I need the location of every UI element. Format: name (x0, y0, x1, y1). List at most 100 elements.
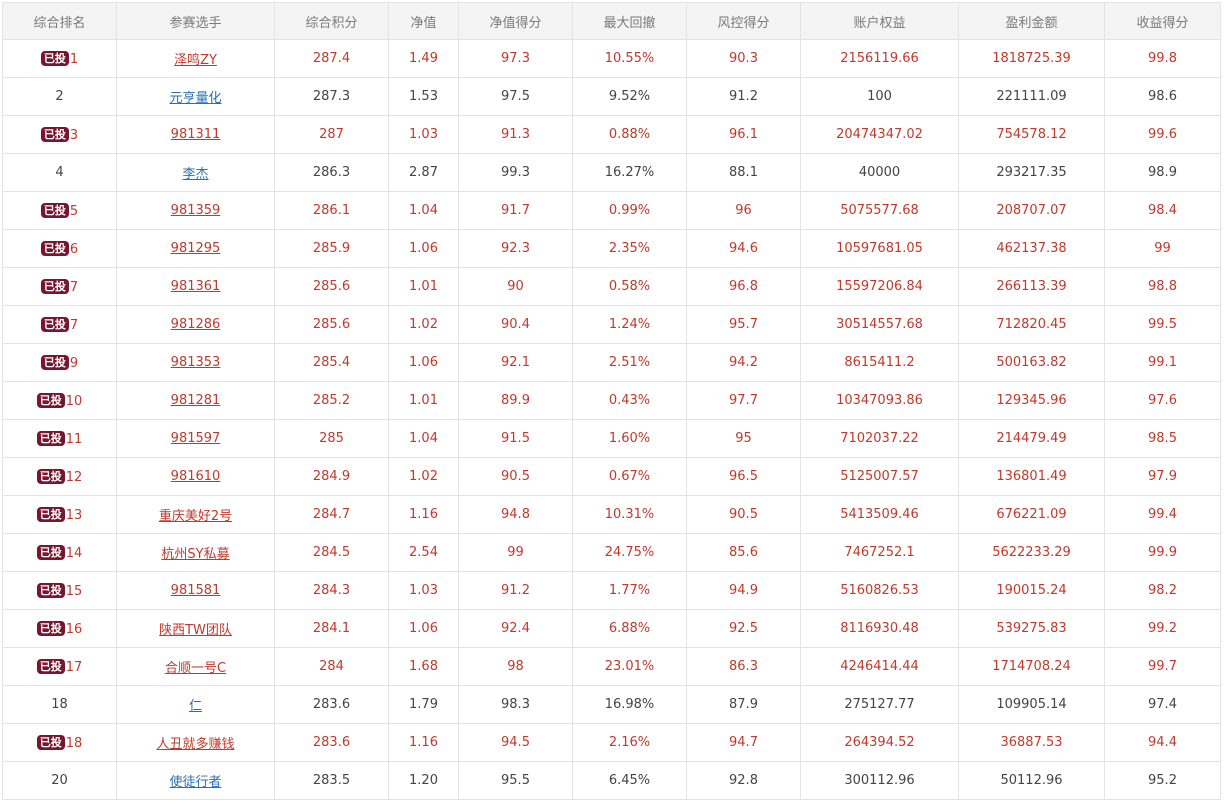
cell-account-equity: 10347093.86 (800, 381, 959, 420)
cell-risk-score: 94.2 (686, 343, 801, 382)
cell-nav-score: 99.3 (458, 153, 573, 192)
invested-badge: 已投 (36, 544, 65, 560)
player-link[interactable]: 981281 (170, 393, 221, 408)
cell-risk-score: 97.7 (686, 381, 801, 420)
cell-return-score: 97.9 (1104, 457, 1221, 496)
cell-account-equity: 15597206.84 (800, 267, 959, 306)
cell-nav-score: 92.4 (458, 609, 573, 648)
player-link[interactable]: 981361 (170, 279, 221, 294)
player-link[interactable]: 981311 (170, 127, 221, 142)
cell-rank: 已投 1 (2, 39, 117, 78)
cell-return-score: 99.2 (1104, 609, 1221, 648)
invested-badge: 已投 (36, 582, 65, 598)
cell-rank: 已投 5 (2, 191, 117, 230)
player-link[interactable]: 杭州SY私募 (161, 547, 230, 562)
header-nav[interactable]: 净值 (388, 2, 459, 40)
player-link[interactable]: 981353 (170, 355, 221, 370)
cell-nav: 1.04 (388, 419, 459, 458)
cell-nav: 1.04 (388, 191, 459, 230)
cell-overall-score: 284 (274, 647, 389, 686)
cell-player: 杭州SY私募 (116, 533, 275, 572)
player-link[interactable]: 重庆美好2号 (158, 509, 233, 524)
cell-overall-score: 283.5 (274, 761, 389, 800)
player-link[interactable]: 元亨量化 (169, 91, 222, 106)
player-link[interactable]: 陕西TW团队 (159, 623, 232, 638)
header-player[interactable]: 参赛选手 (116, 2, 275, 40)
table-row: 已投 5 981359 286.1 1.04 91.7 0.99% 96 5075577.68 2… (2, 191, 1221, 230)
header-account-equity[interactable]: 账户权益 (800, 2, 959, 40)
cell-nav: 1.49 (388, 39, 459, 78)
header-return-score[interactable]: 收益得分 (1104, 2, 1221, 40)
rank-value: 12 (65, 469, 83, 485)
table-row: 已投 10 981281 285.2 1.01 89.9 0.43% 97.7 10347093… (2, 381, 1221, 420)
cell-player: 981581 (116, 571, 275, 610)
cell-return-score: 97.4 (1104, 685, 1221, 724)
player-link[interactable]: 981597 (170, 431, 221, 446)
cell-account-equity: 2156119.66 (800, 39, 959, 78)
cell-nav: 1.01 (388, 381, 459, 420)
cell-max-drawdown: 23.01% (572, 647, 687, 686)
cell-profit-amount: 5622233.29 (958, 533, 1105, 572)
header-risk-score[interactable]: 风控得分 (686, 2, 801, 40)
player-link[interactable]: 981359 (170, 203, 221, 218)
cell-profit-amount: 539275.83 (958, 609, 1105, 648)
player-link[interactable]: 李杰 (182, 167, 209, 182)
cell-nav-score: 99 (458, 533, 573, 572)
cell-player: 981286 (116, 305, 275, 344)
cell-nav-score: 90.4 (458, 305, 573, 344)
invested-badge: 已投 (40, 316, 69, 332)
cell-max-drawdown: 24.75% (572, 533, 687, 572)
cell-rank: 已投 7 (2, 305, 117, 344)
cell-nav: 1.03 (388, 115, 459, 154)
cell-profit-amount: 136801.49 (958, 457, 1105, 496)
cell-return-score: 99.7 (1104, 647, 1221, 686)
cell-profit-amount: 214479.49 (958, 419, 1105, 458)
cell-overall-score: 284.7 (274, 495, 389, 534)
invested-badge: 已投 (36, 392, 65, 408)
player-link[interactable]: 981286 (170, 317, 221, 332)
cell-account-equity: 30514557.68 (800, 305, 959, 344)
cell-risk-score: 94.9 (686, 571, 801, 610)
cell-nav: 1.03 (388, 571, 459, 610)
rank-value: 20 (51, 773, 68, 788)
player-link[interactable]: 合顺一号C (164, 661, 227, 676)
rank-value: 16 (65, 621, 83, 637)
cell-risk-score: 92.5 (686, 609, 801, 648)
player-link[interactable]: 仁 (188, 699, 202, 714)
cell-player: 仁 (116, 685, 275, 724)
player-link[interactable]: 981610 (170, 469, 221, 484)
header-max-drawdown[interactable]: 最大回撤 (572, 2, 687, 40)
cell-rank: 已投 14 (2, 533, 117, 572)
cell-overall-score: 283.6 (274, 685, 389, 724)
cell-profit-amount: 676221.09 (958, 495, 1105, 534)
cell-overall-score: 287 (274, 115, 389, 154)
cell-overall-score: 285 (274, 419, 389, 458)
player-link[interactable]: 人丑就多赚钱 (156, 737, 235, 752)
player-link[interactable]: 981581 (170, 583, 221, 598)
cell-player: 981281 (116, 381, 275, 420)
cell-account-equity: 5125007.57 (800, 457, 959, 496)
cell-rank: 已投 11 (2, 419, 117, 458)
cell-risk-score: 94.7 (686, 723, 801, 762)
invested-badge: 已投 (40, 240, 69, 256)
cell-overall-score: 284.9 (274, 457, 389, 496)
cell-rank: 已投 12 (2, 457, 117, 496)
rank-value: 15 (65, 583, 83, 599)
cell-rank: 已投 6 (2, 229, 117, 268)
table-row: 已投 7 981361 285.6 1.01 90 0.58% 96.8 15597206.84… (2, 267, 1221, 306)
header-profit-amount[interactable]: 盈利金额 (958, 2, 1105, 40)
cell-overall-score: 285.9 (274, 229, 389, 268)
cell-profit-amount: 712820.45 (958, 305, 1105, 344)
cell-return-score: 98.2 (1104, 571, 1221, 610)
table-row: 已投 17 合顺一号C 284 1.68 98 23.01% 86.3 4246414.44 17… (2, 647, 1221, 686)
cell-max-drawdown: 2.35% (572, 229, 687, 268)
header-overall-score[interactable]: 综合积分 (274, 2, 389, 40)
header-nav-score[interactable]: 净值得分 (458, 2, 573, 40)
player-link[interactable]: 泽鸣ZY (174, 53, 217, 68)
header-overall-rank[interactable]: 综合排名 (2, 2, 117, 40)
invested-badge: 已投 (40, 278, 69, 294)
cell-max-drawdown: 0.58% (572, 267, 687, 306)
player-link[interactable]: 使徒行者 (169, 775, 222, 790)
player-link[interactable]: 981295 (170, 241, 221, 256)
cell-overall-score: 284.5 (274, 533, 389, 572)
